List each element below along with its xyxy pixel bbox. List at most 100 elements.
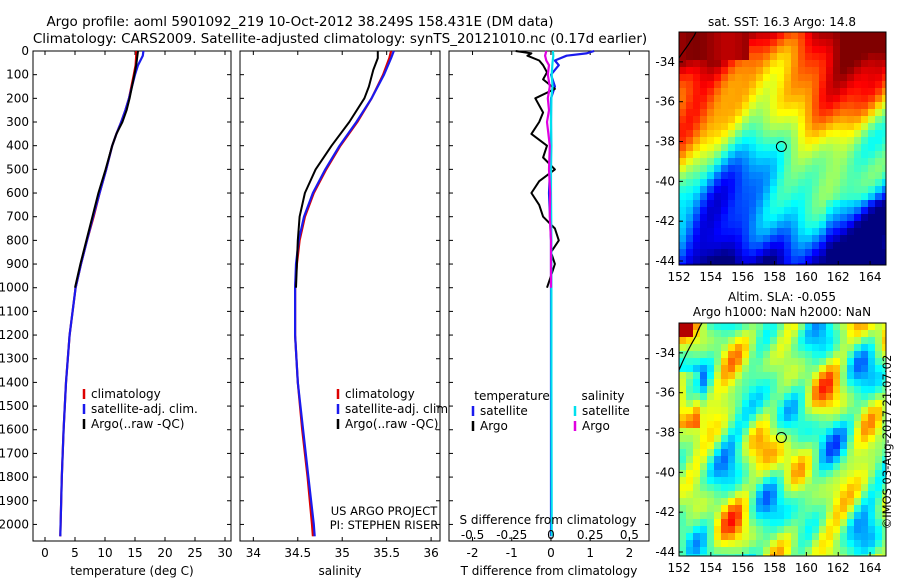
figure-title-line1: Argo profile: aoml 5901092_219 10-Oct-20… xyxy=(46,14,553,30)
x-tick-label: 34 xyxy=(246,546,261,560)
x-tick-label: 1 xyxy=(586,546,594,560)
y-tick-label: 1400 xyxy=(0,375,29,389)
y-tick-label: -44 xyxy=(655,254,675,268)
y-tick-label: 200 xyxy=(6,91,29,105)
x-tick-label: -2 xyxy=(467,546,479,560)
x-tick-label: 20 xyxy=(157,546,172,560)
map-title: Altim. SLA: -0.055 xyxy=(728,290,836,304)
y-tick-label: -36 xyxy=(655,95,675,109)
plot-frame xyxy=(32,50,232,542)
map-frame xyxy=(678,322,887,557)
plot-frame xyxy=(239,50,441,542)
x-tick-label: 152 xyxy=(668,270,691,284)
x-tick-label: 0 xyxy=(41,546,49,560)
x-tick-label: 162 xyxy=(827,561,850,575)
y-tick-label: -34 xyxy=(655,55,675,69)
x-tick-label: 154 xyxy=(699,270,722,284)
argo-position-marker xyxy=(775,432,787,444)
y-tick-label: -38 xyxy=(655,135,675,149)
y-tick-label: 2000 xyxy=(0,517,29,531)
sla-map-panel: 152 154 156 158 160 162 164 -34 -36 -38 -40 -42 -44 A… xyxy=(655,290,887,575)
x-axis-label: T difference from climatology xyxy=(460,564,638,578)
x-tick-label: 15 xyxy=(127,546,142,560)
y-tick-label: 1700 xyxy=(0,446,29,460)
y-tick-label: -40 xyxy=(655,174,675,188)
coastline xyxy=(678,31,697,59)
sst-map-panel: 152 154 156 158 160 162 164 -34 -36 -38 -40 -42 -44 s… xyxy=(655,15,887,284)
y-tick-label: -44 xyxy=(655,545,675,559)
series-line-argo xyxy=(515,50,560,289)
y-tick-label: 0 xyxy=(21,44,29,58)
x-tick-label: 156 xyxy=(731,561,754,575)
temperature-profile-panel: 0 5 10 15 20 25 30 temperature (deg C) 0 100 200 30… xyxy=(0,44,233,578)
x-axis-label: salinity xyxy=(318,564,361,578)
x-axis-label: temperature (deg C) xyxy=(70,564,193,578)
imos-credit: ©IMOS 03-Aug-2017 21:07:02 xyxy=(880,355,894,530)
x-tick-label: 162 xyxy=(827,270,850,284)
y-tick-label: 1000 xyxy=(0,281,29,295)
x-tick-label: 156 xyxy=(731,270,754,284)
x-tick-label: 154 xyxy=(699,561,722,575)
map-title: sat. SST: 16.3 Argo: 14.8 xyxy=(708,15,856,29)
x-tick-label: 35 xyxy=(335,546,350,560)
y-tick-label: 1200 xyxy=(0,328,29,342)
y-tick-label: 900 xyxy=(6,257,29,271)
legend-label: satellite-adj. clim. xyxy=(345,402,452,416)
y-tick-label: 700 xyxy=(6,210,29,224)
plot-frame xyxy=(448,50,650,542)
legend-label: Argo(..raw -QC) xyxy=(91,417,184,431)
x-tick-label: 164 xyxy=(859,270,882,284)
y-tick-label: 600 xyxy=(6,186,29,200)
y-tick-label: 1500 xyxy=(0,399,29,413)
x-tick-label: 25 xyxy=(187,546,202,560)
legend-header-temperature: temperature xyxy=(474,389,549,403)
x-tick-label: 160 xyxy=(795,561,818,575)
x-tick-label: 5 xyxy=(71,546,79,560)
y-tick-label: 1900 xyxy=(0,494,29,508)
coastline xyxy=(678,322,703,371)
top-tick-label: 0 xyxy=(547,528,555,542)
legend-label: Argo xyxy=(582,419,610,433)
y-tick-label: 800 xyxy=(6,233,29,247)
map-subtitle: Argo h1000: NaN h2000: NaN xyxy=(693,305,871,319)
x-tick-label: 2 xyxy=(626,546,634,560)
top-tick-label: -0.5 xyxy=(461,528,484,542)
y-tick-label: 1800 xyxy=(0,470,29,484)
y-tick-label: -36 xyxy=(655,386,675,400)
legend-label: Argo xyxy=(480,419,508,433)
argo-position-marker xyxy=(775,141,787,153)
figure-title-line2: Climatology: CARS2009. Satellite-adjuste… xyxy=(33,31,647,47)
y-tick-label: -38 xyxy=(655,426,675,440)
x-tick-label: 160 xyxy=(795,270,818,284)
y-tick-label: 400 xyxy=(6,139,29,153)
legend-label: satellite-adj. clim. xyxy=(91,402,198,416)
x-tick-label: -1 xyxy=(506,546,518,560)
legend-label: satellite xyxy=(582,404,630,418)
y-tick-label: 100 xyxy=(6,68,29,82)
x-tick-label: 36 xyxy=(423,546,438,560)
map-field xyxy=(679,323,886,556)
legend-label: climatology xyxy=(345,387,415,401)
x-tick-label: 34.5 xyxy=(284,546,311,560)
top-tick-label: 0.25 xyxy=(577,528,604,542)
y-tick-label: -42 xyxy=(655,505,675,519)
x-tick-label: 0 xyxy=(547,546,555,560)
map-frame xyxy=(678,31,887,266)
salinity-profile-panel: 34 34.5 35 35.5 36 salinity climatologysatelli… xyxy=(239,50,452,578)
x-tick-label: 30 xyxy=(217,546,232,560)
x-tick-label: 158 xyxy=(763,561,786,575)
y-tick-label: 1100 xyxy=(0,304,29,318)
top-axis-label: S difference from climatology xyxy=(460,513,637,527)
legend-header-salinity: salinity xyxy=(581,389,624,403)
legend-label: satellite xyxy=(480,404,528,418)
y-tick-label: 500 xyxy=(6,162,29,176)
x-tick-label: 35.5 xyxy=(373,546,400,560)
series-line-satellite xyxy=(549,50,555,537)
y-tick-label: -34 xyxy=(655,346,675,360)
map-field xyxy=(679,32,886,265)
series-line-argo xyxy=(543,50,553,288)
y-tick-label: -40 xyxy=(655,465,675,479)
y-tick-label: -42 xyxy=(655,214,675,228)
series-line-argo-raw-qc- xyxy=(74,50,139,288)
